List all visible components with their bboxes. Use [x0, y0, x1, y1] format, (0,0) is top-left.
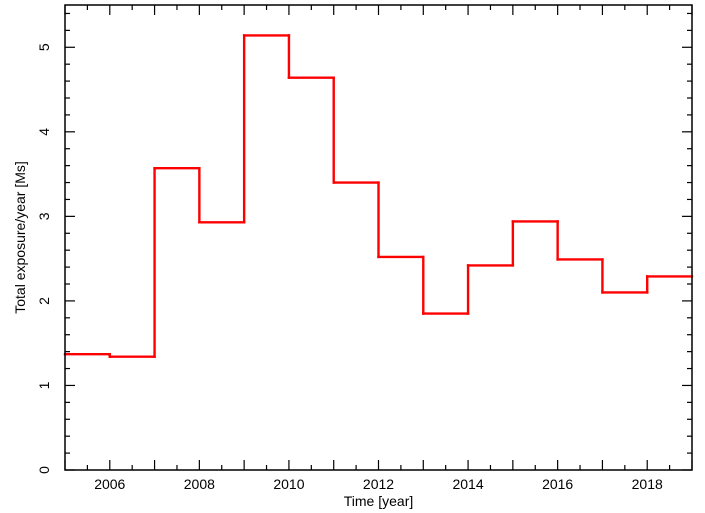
y-tick-label: 5 — [36, 43, 52, 51]
x-tick-label: 2006 — [94, 476, 125, 492]
y-tick-label: 1 — [36, 381, 52, 389]
y-axis-label: Total exposure/year [Ms] — [12, 161, 28, 314]
series-group — [63, 34, 694, 358]
y-tick-label: 2 — [36, 297, 52, 305]
x-tick-label: 2016 — [542, 476, 573, 492]
x-tick-label: 2018 — [632, 476, 663, 492]
y-tick-label: 4 — [36, 128, 52, 136]
x-tick-label: 2014 — [452, 476, 483, 492]
axis-ticks — [64, 5, 693, 471]
y-tick-label: 0 — [36, 466, 52, 474]
y-tick-label: 3 — [36, 212, 52, 220]
x-axis-label: Time [year] — [344, 493, 414, 509]
x-tick-label: 2008 — [184, 476, 215, 492]
plot-frame — [64, 4, 693, 471]
tick-labels: 2006 2008 2010 2012 2014 2016 2018 0 1 2 3 4 5 — [36, 43, 663, 492]
x-tick-label: 2010 — [273, 476, 304, 492]
x-tick-label: 2012 — [363, 476, 394, 492]
